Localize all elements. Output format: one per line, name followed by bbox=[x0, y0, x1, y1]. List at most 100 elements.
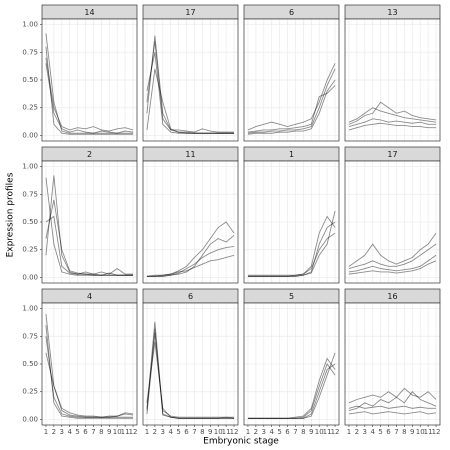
profile-line bbox=[45, 33, 134, 134]
x-tick-label: 8 bbox=[402, 428, 406, 436]
x-tick-label: 12 bbox=[230, 428, 239, 436]
y-tick-label: 0.50 bbox=[22, 218, 38, 226]
y-axis-title: Expression profiles bbox=[6, 172, 16, 257]
profile-line bbox=[348, 122, 437, 131]
x-tick-label: 10 bbox=[214, 428, 223, 436]
y-tick-label: 0.00 bbox=[22, 131, 38, 139]
profile-line bbox=[348, 391, 437, 412]
facet-title: 11 bbox=[185, 150, 195, 159]
profile-line bbox=[45, 46, 134, 135]
profile-line bbox=[348, 387, 437, 404]
facet-title: 6 bbox=[188, 292, 193, 301]
panel-border bbox=[41, 18, 138, 142]
facet-title: 17 bbox=[185, 8, 195, 17]
panel-border bbox=[344, 160, 441, 284]
profile-line bbox=[45, 352, 134, 418]
x-tick-label: 3 bbox=[60, 428, 64, 436]
profile-line bbox=[146, 254, 235, 277]
y-tick-label: 1.00 bbox=[22, 21, 38, 29]
x-tick-label: 1 bbox=[44, 428, 48, 436]
y-tick-label: 1.00 bbox=[22, 305, 38, 313]
profile-line bbox=[45, 314, 134, 418]
profile-line bbox=[247, 79, 336, 135]
x-tick-label: 6 bbox=[386, 428, 391, 436]
profile-line bbox=[247, 352, 336, 419]
profile-line bbox=[247, 68, 336, 134]
x-tick-label: 7 bbox=[91, 428, 95, 436]
profile-line bbox=[146, 321, 235, 419]
facet-title: 4 bbox=[87, 292, 92, 301]
x-tick-label: 2 bbox=[254, 428, 258, 436]
profile-line bbox=[348, 260, 437, 275]
x-tick-label: 2 bbox=[153, 428, 157, 436]
profile-line bbox=[348, 405, 437, 409]
profile-line bbox=[348, 107, 437, 123]
profile-line bbox=[348, 411, 437, 415]
x-tick-label: 5 bbox=[378, 428, 382, 436]
x-tick-label: 10 bbox=[315, 428, 324, 436]
x-tick-label: 6 bbox=[184, 428, 189, 436]
x-tick-label: 5 bbox=[75, 428, 79, 436]
profile-line bbox=[146, 221, 235, 277]
x-tick-label: 8 bbox=[99, 428, 103, 436]
y-tick-label: 0.00 bbox=[22, 273, 38, 281]
y-tick-label: 1.00 bbox=[22, 163, 38, 171]
profile-line bbox=[348, 254, 437, 273]
profile-line bbox=[247, 221, 336, 277]
x-tick-label: 11 bbox=[222, 428, 231, 436]
x-tick-label: 12 bbox=[432, 428, 441, 436]
y-tick-label: 0.50 bbox=[22, 360, 38, 368]
facet-title: 1 bbox=[289, 150, 294, 159]
x-tick-label: 5 bbox=[277, 428, 281, 436]
facet-title: 17 bbox=[387, 150, 397, 159]
x-tick-label: 11 bbox=[323, 428, 332, 436]
profile-line bbox=[146, 332, 235, 418]
x-tick-label: 3 bbox=[262, 428, 266, 436]
panel-border bbox=[142, 18, 239, 142]
x-tick-label: 4 bbox=[269, 428, 274, 436]
y-tick-label: 0.75 bbox=[22, 48, 38, 56]
y-tick-label: 0.25 bbox=[22, 388, 38, 396]
x-tick-label: 9 bbox=[410, 428, 414, 436]
x-tick-label: 11 bbox=[121, 428, 130, 436]
x-tick-label: 4 bbox=[168, 428, 173, 436]
x-axis-title: Embryonic stage bbox=[203, 437, 279, 447]
panel-border bbox=[41, 160, 138, 284]
profile-line bbox=[247, 63, 336, 131]
x-tick-label: 4 bbox=[370, 428, 375, 436]
profile-line bbox=[45, 325, 134, 419]
y-tick-label: 0.00 bbox=[22, 415, 38, 423]
x-tick-label: 2 bbox=[52, 428, 56, 436]
x-tick-label: 10 bbox=[416, 428, 425, 436]
x-tick-label: 6 bbox=[83, 428, 88, 436]
x-tick-label: 1 bbox=[145, 428, 149, 436]
x-tick-label: 7 bbox=[192, 428, 196, 436]
profile-line bbox=[247, 85, 336, 133]
x-tick-label: 12 bbox=[129, 428, 138, 436]
x-tick-label: 1 bbox=[246, 428, 250, 436]
x-tick-label: 2 bbox=[355, 428, 359, 436]
profile-line bbox=[45, 177, 134, 276]
profile-line bbox=[348, 232, 437, 267]
profile-line bbox=[45, 63, 134, 134]
profile-line bbox=[247, 357, 336, 419]
profile-line bbox=[247, 215, 336, 276]
x-tick-label: 9 bbox=[208, 428, 212, 436]
profile-line bbox=[146, 52, 235, 134]
profile-line bbox=[146, 328, 235, 419]
profile-line bbox=[348, 101, 437, 125]
facet-title: 5 bbox=[289, 292, 294, 301]
profile-line bbox=[45, 199, 134, 275]
y-tick-label: 0.75 bbox=[22, 332, 38, 340]
x-tick-label: 3 bbox=[363, 428, 367, 436]
facet-title: 2 bbox=[87, 150, 92, 159]
profile-line bbox=[348, 243, 437, 270]
y-tick-label: 0.25 bbox=[22, 104, 38, 112]
profile-line bbox=[45, 57, 134, 132]
profile-line bbox=[247, 232, 336, 277]
profile-line bbox=[146, 68, 235, 134]
panel-border bbox=[243, 18, 340, 142]
facet-title: 6 bbox=[289, 8, 294, 17]
x-tick-label: 11 bbox=[424, 428, 433, 436]
